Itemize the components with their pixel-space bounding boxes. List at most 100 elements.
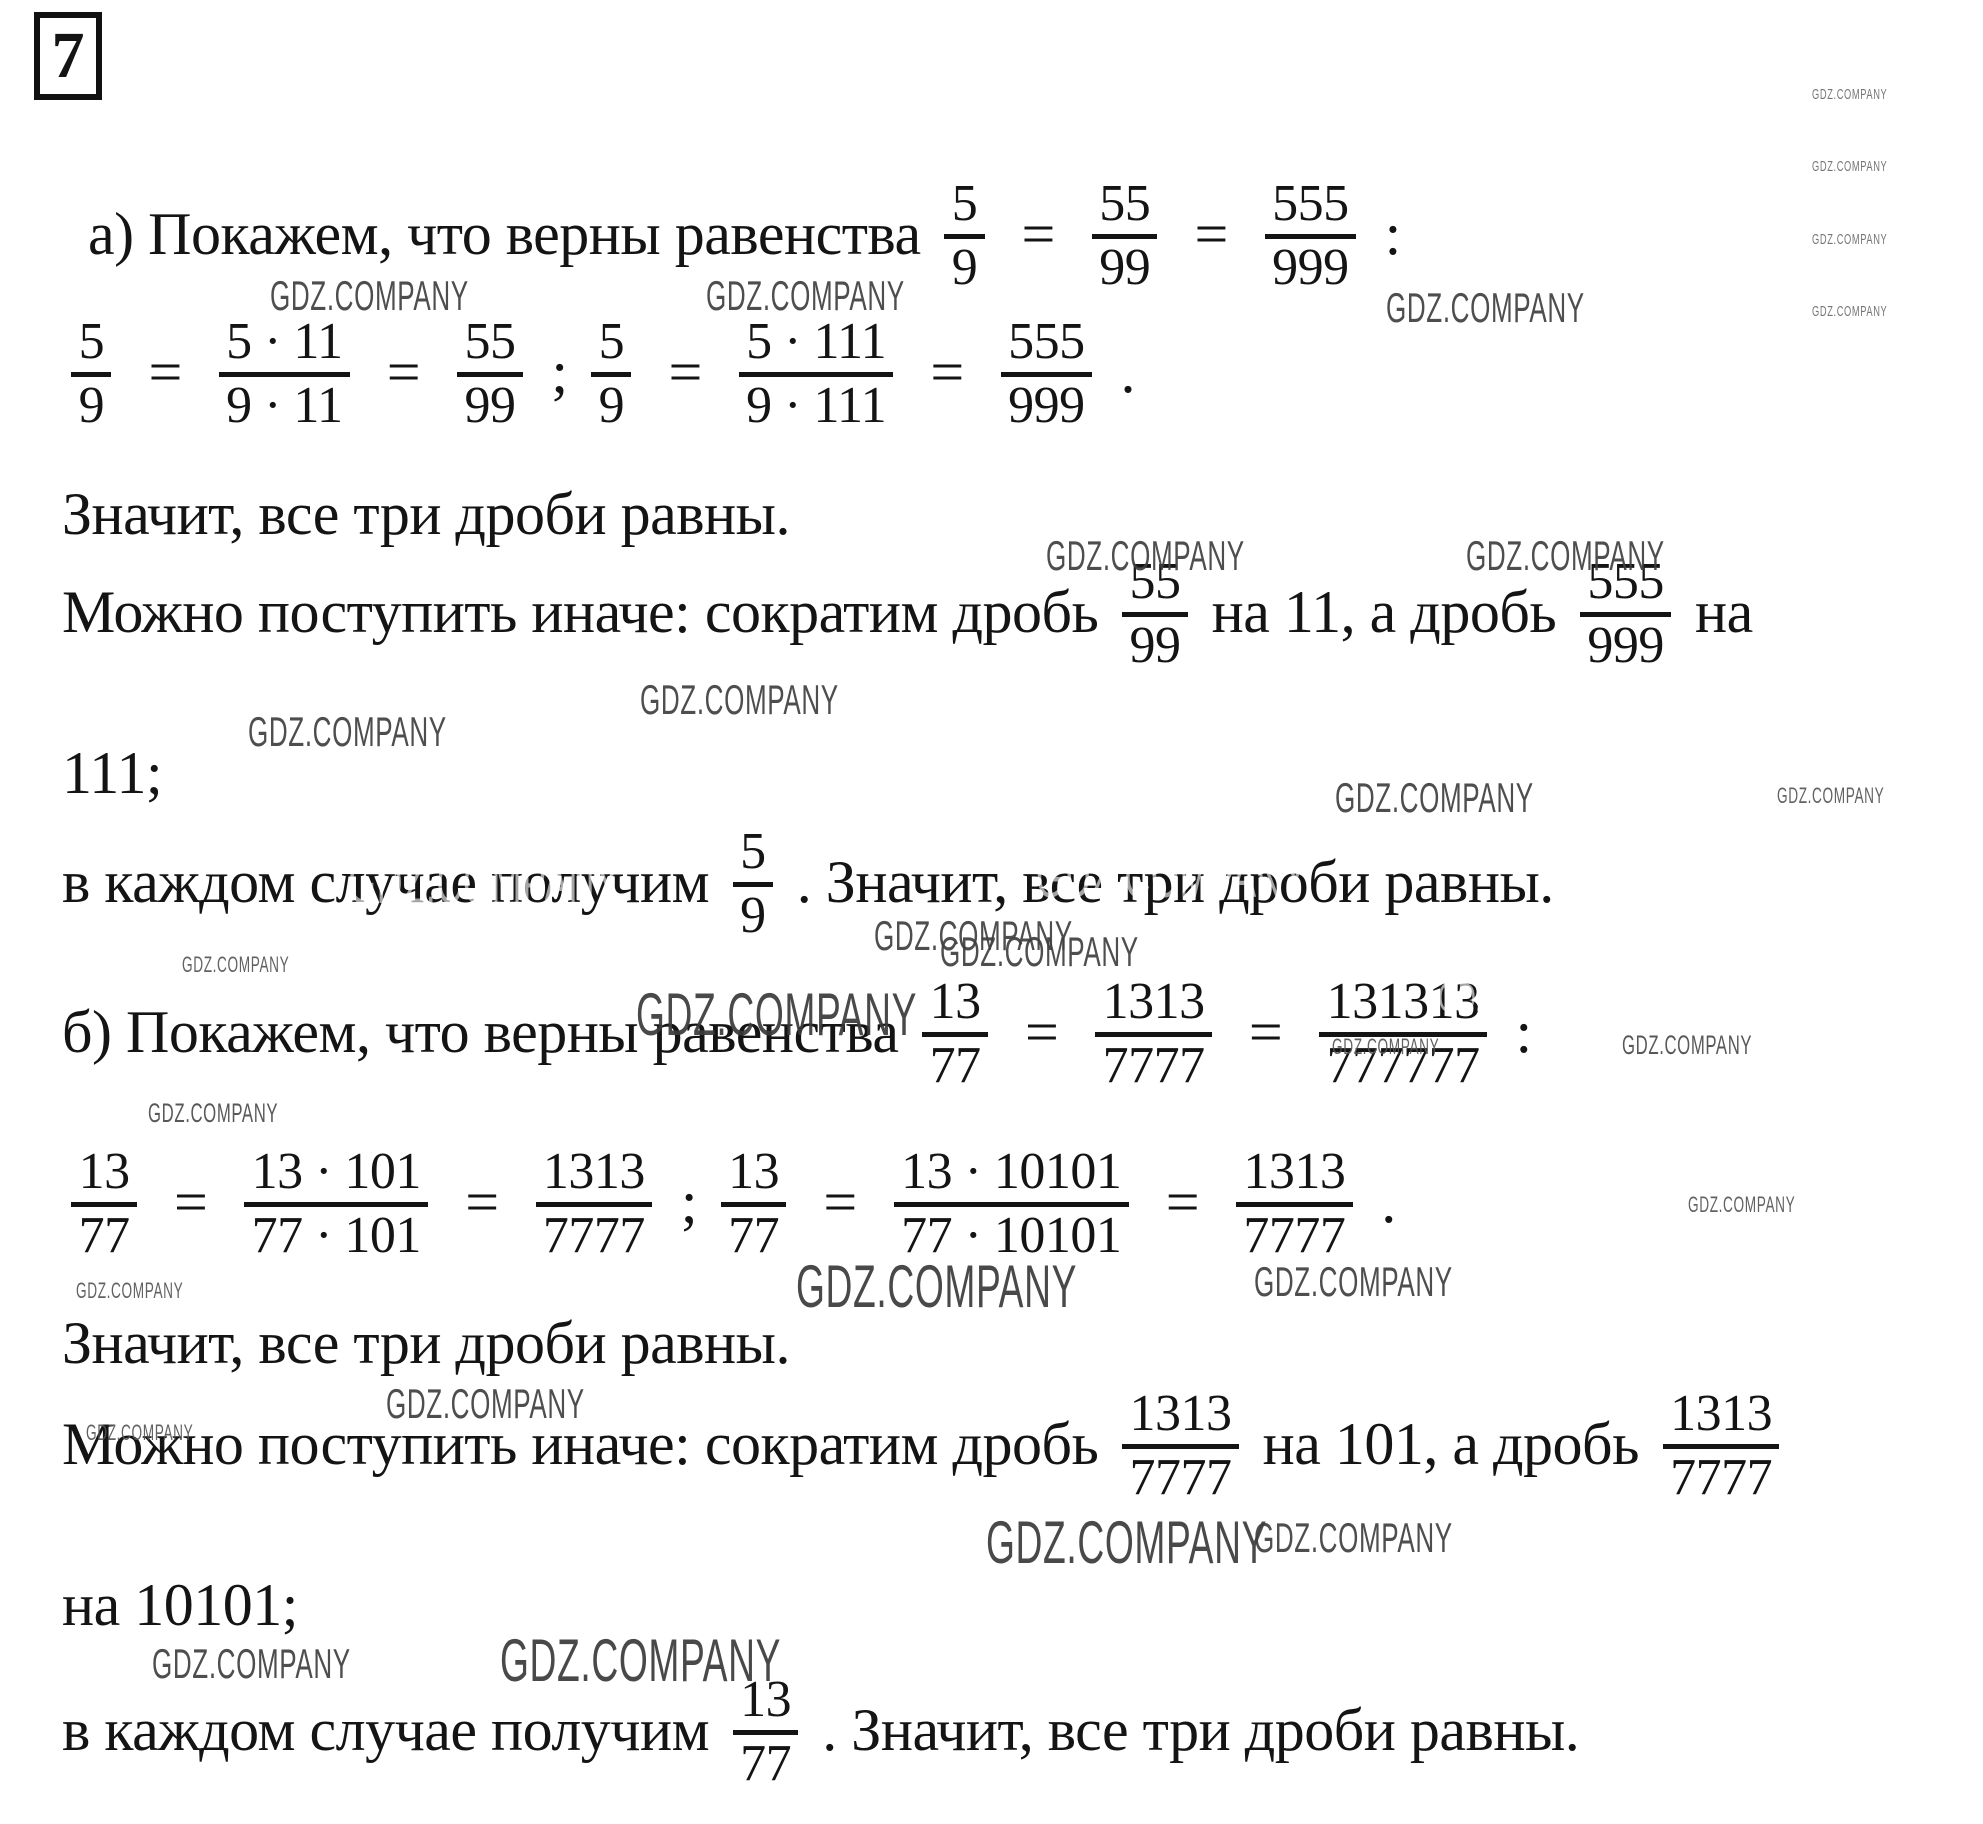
fraction-numerator: 13	[728, 1142, 780, 1200]
equals-sign: =	[1248, 998, 1283, 1065]
fraction-denominator: 77	[720, 1202, 787, 1264]
fraction: 13 77	[720, 1142, 787, 1264]
watermark: GDZ.COMPANY	[248, 708, 447, 755]
equals-sign: =	[1024, 998, 1059, 1065]
period: .	[1381, 1168, 1396, 1235]
watermark: GDZ.COMPANY	[270, 272, 469, 319]
fraction-denominator: 7777	[1236, 1202, 1353, 1264]
watermark: GDZ.COMPANY	[152, 1640, 351, 1687]
alt-text-mid: на 11, а дробь	[1211, 578, 1557, 645]
fraction-numerator: 13	[740, 1670, 792, 1728]
watermark: GDZ.COMPANY	[1332, 1034, 1440, 1059]
section-b-intro: Покажем, что верны равенства	[126, 998, 899, 1065]
period: .	[1120, 338, 1136, 405]
fraction-numerator: 13 · 10101	[901, 1142, 1122, 1200]
fraction-denominator: 7777	[535, 1202, 653, 1264]
fraction-numerator: 555	[1587, 552, 1664, 610]
fraction-denominator: 7777	[1095, 1032, 1212, 1094]
watermark: GDZ.COMPANY	[148, 1098, 279, 1128]
watermark: GDZ.COMPANY	[1812, 86, 1888, 103]
watermark: GDZ.COMPANY	[796, 1253, 1078, 1320]
section-a-alt: Можно поступить иначе: сократим дробь 55…	[62, 553, 1753, 678]
fraction-numerator: 1313	[1102, 972, 1205, 1030]
fraction: 5 · 111 9 · 111	[738, 313, 894, 434]
fraction-denominator: 9	[71, 372, 112, 434]
fraction-numerator: 131313	[1326, 972, 1480, 1030]
watermark: GDZ.COMPANY	[1036, 845, 1308, 910]
fraction-numerator: 13 · 101	[251, 1142, 422, 1200]
fraction: 55 99	[457, 313, 523, 434]
watermark: GDZ.COMPANY	[986, 1509, 1268, 1576]
fraction: 555 999	[1000, 313, 1092, 434]
fraction-denominator: 999	[1580, 612, 1672, 674]
section-b-each: в каждом случае получим 13 77 . Значит, в…	[62, 1671, 1580, 1796]
fraction: 13 77	[732, 1670, 799, 1792]
fraction-numerator: 1313	[1129, 1384, 1232, 1442]
alt-tail-text: 111;	[62, 740, 163, 806]
problem-number: 7	[51, 19, 85, 92]
fraction-denominator: 77	[732, 1730, 799, 1792]
fraction-denominator: 77 · 101	[244, 1202, 429, 1264]
section-b-alt-tail: на 10101;	[62, 1574, 298, 1637]
fraction: 1313 7777	[1236, 1143, 1353, 1264]
each-text-pre: в каждом случае получим	[62, 1696, 710, 1763]
equals-sign: =	[1165, 1168, 1200, 1235]
fraction-denominator: 7777	[1122, 1444, 1239, 1506]
watermark: GDZ.COMPANY	[706, 272, 905, 319]
fraction-numerator: 13	[929, 972, 981, 1030]
fraction: 55 99	[1091, 174, 1158, 296]
fraction: 13 77	[922, 972, 988, 1094]
colon: :	[1515, 998, 1532, 1065]
fraction: 1313 7777	[1662, 1385, 1780, 1506]
watermark: GDZ.COMPANY	[940, 928, 1139, 975]
fraction: 13 77	[71, 1143, 137, 1264]
fraction-numerator: 55	[1099, 174, 1151, 232]
fraction-denominator: 9 · 111	[738, 372, 894, 434]
watermark: GDZ.COMPANY	[1254, 1514, 1453, 1561]
fraction-denominator: 77	[922, 1032, 988, 1094]
fraction-denominator: 99	[1091, 234, 1158, 296]
alt-text-pre: Можно поступить иначе: сократим дробь	[62, 578, 1099, 645]
section-b-heading: б) Покажем, что верны равенства 13 77 = 1…	[62, 973, 1532, 1098]
fraction-denominator: 77	[71, 1202, 137, 1264]
fraction: 55 99	[1122, 552, 1188, 674]
conclusion-text: Значит, все три дроби равны.	[62, 481, 790, 547]
section-b-alt: Можно поступить иначе: сократим дробь 13…	[62, 1385, 1789, 1510]
fraction-numerator: 55	[1129, 552, 1181, 610]
watermark: GDZ.COMPANY	[1812, 303, 1888, 320]
watermark: GDZ.COMPANY	[636, 981, 918, 1048]
semicolon: ;	[680, 1168, 698, 1235]
each-text-post: . Значит, все три дроби равны.	[796, 848, 1554, 915]
watermark: GDZ.COMPANY	[1688, 1192, 1796, 1217]
section-b-label: б)	[62, 998, 112, 1065]
alt-tail-text: на 10101;	[62, 1572, 298, 1638]
equals-sign: =	[668, 338, 702, 405]
fraction: 555 999	[1580, 552, 1672, 674]
watermark: GDZ.COMPANY	[76, 1278, 184, 1303]
fraction-denominator: 9	[944, 234, 985, 296]
fraction-denominator: 77 · 10101	[893, 1202, 1129, 1264]
fraction: 131313 777777	[1319, 972, 1487, 1094]
fraction: 13 · 101 77 · 101	[244, 1142, 429, 1264]
section-a-label: а)	[88, 200, 134, 267]
fraction-numerator: 5 · 11	[226, 312, 343, 370]
semicolon: ;	[551, 338, 568, 405]
fraction: 13 · 10101 77 · 10101	[893, 1142, 1129, 1264]
section-a-conclusion: Значит, все три дроби равны.	[62, 483, 790, 546]
fraction-numerator: 5	[951, 174, 978, 232]
fraction-denominator: 9	[591, 372, 632, 434]
fraction-denominator: 777777	[1319, 1032, 1487, 1094]
watermark: GDZ.COMPANY	[640, 676, 839, 723]
fraction: 555 999	[1264, 175, 1356, 296]
equals-sign: =	[148, 338, 182, 405]
alt-text-post: на	[1694, 578, 1753, 645]
equals-sign: =	[823, 1168, 857, 1235]
watermark: GDZ.COMPANY	[500, 1627, 782, 1694]
watermark: GDZ.COMPANY	[1812, 158, 1888, 175]
